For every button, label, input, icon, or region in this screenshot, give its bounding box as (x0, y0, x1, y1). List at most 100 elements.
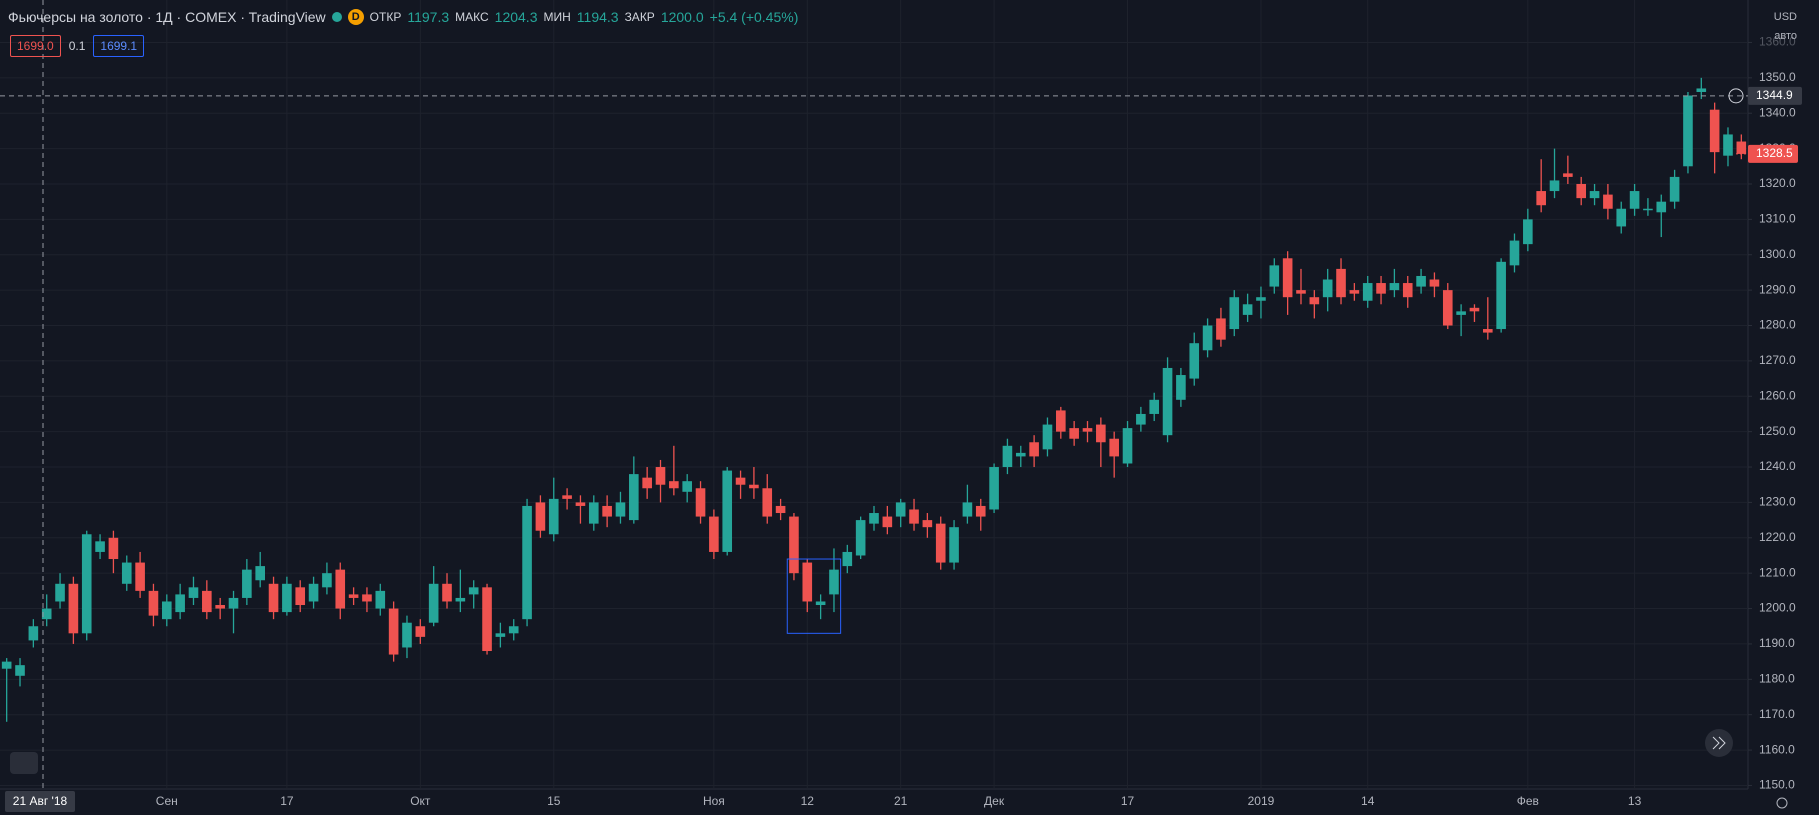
candle-body (121, 562, 132, 584)
x-tick-label: 12 (801, 794, 815, 808)
candle-body (1442, 290, 1453, 326)
x-tick-label: Сен (156, 794, 178, 808)
candle-body (1269, 265, 1280, 287)
candle-body (1176, 375, 1186, 400)
candle-body (588, 502, 599, 524)
candle-body (775, 505, 786, 514)
scale-mode[interactable]: авто (1774, 30, 1797, 42)
candle-body (41, 608, 52, 620)
y-tick-label: 1280.0 (1759, 318, 1796, 332)
y-tick-label: 1350.0 (1759, 70, 1796, 84)
candle-body (1402, 283, 1413, 298)
candle-body (482, 587, 492, 652)
low-value: 1194.3 (576, 9, 619, 25)
candle-body (415, 626, 426, 637)
candle-body (322, 573, 332, 588)
candle-body (1723, 134, 1733, 156)
crosshair-time-box (5, 791, 75, 812)
candle-body (869, 513, 879, 524)
candle-body (1029, 442, 1039, 457)
candle-body (962, 502, 973, 517)
candle-body (1576, 183, 1587, 199)
candle-body (108, 537, 119, 560)
y-tick-label: 1360.0 (1759, 35, 1796, 49)
candle-body (268, 583, 279, 613)
candle-body (575, 502, 586, 506)
candle-body (202, 590, 212, 613)
symbol: Фьючерсы на золото · 1Д · COMEX · Tradin… (8, 9, 326, 25)
candle-body (642, 477, 652, 489)
candle-body (95, 541, 105, 552)
candle-body (935, 523, 946, 563)
crosshair-price-box (1748, 86, 1802, 105)
candle-body (228, 597, 239, 609)
candle-body (629, 474, 639, 521)
candle-body (1656, 201, 1667, 213)
candle-body (1376, 283, 1386, 294)
candle-body (602, 505, 612, 517)
x-tick-label: 17 (280, 794, 294, 808)
tv-logo (10, 752, 38, 774)
candle-body (1549, 180, 1560, 192)
candle-body (1349, 290, 1360, 294)
selection-box (786, 558, 842, 634)
y-tick-label: 1220.0 (1759, 530, 1796, 544)
candle-body (1056, 410, 1066, 432)
candle-body (1042, 424, 1053, 450)
x-tick-label: Окт (410, 794, 431, 808)
y-tick-label: 1240.0 (1759, 459, 1796, 473)
candle-body (1242, 304, 1253, 315)
candle-body (669, 481, 679, 489)
candle-body (949, 527, 959, 563)
candle-body (735, 477, 746, 485)
candle-body (1162, 367, 1173, 436)
x-tick-label: 14 (1361, 794, 1375, 808)
candle-body (255, 566, 266, 581)
candle-body (335, 569, 346, 609)
candle-body (615, 502, 626, 517)
candle-body (68, 583, 79, 634)
candle-body (548, 498, 559, 535)
candle-body (1389, 283, 1400, 291)
candle-body (188, 587, 199, 598)
candle-body (1122, 428, 1133, 464)
y-tick-label: 1230.0 (1759, 495, 1796, 509)
y-tick-label: 1210.0 (1759, 565, 1796, 579)
candle-body (1416, 275, 1426, 287)
candle-body (922, 520, 933, 528)
candle-body (802, 562, 813, 602)
candle-body (375, 590, 386, 609)
candle-body (1282, 258, 1293, 298)
candle-body (1523, 219, 1533, 245)
candle-body (1683, 95, 1693, 167)
candle-body (695, 488, 706, 517)
y-tick-label: 1180.0 (1759, 671, 1795, 685)
currency[interactable]: USD (1773, 11, 1797, 23)
candle-body (1136, 413, 1146, 425)
candle-body (1216, 318, 1226, 340)
candle-body (402, 622, 412, 648)
y-tick-label: 1190.0 (1759, 636, 1795, 650)
candle-body (1456, 311, 1466, 315)
status-dot (331, 12, 342, 22)
bid[interactable]: 1699.0 (10, 35, 61, 57)
candle-body (215, 605, 225, 609)
candle-body (135, 562, 145, 591)
candle-body (1256, 297, 1266, 301)
candle-body (282, 583, 292, 613)
candle-body (722, 470, 733, 552)
x-tick-label: 21 (894, 794, 908, 808)
ask[interactable]: 1699.1 (93, 35, 145, 57)
candle-body (295, 587, 306, 606)
candle-body (242, 569, 252, 598)
candle-body (1736, 141, 1747, 154)
candle-body (1336, 268, 1346, 298)
candle-body (1709, 109, 1720, 153)
x-tick-label: 2019 (1248, 794, 1275, 808)
candle-body (148, 590, 159, 616)
x-tick-label: 13 (1628, 794, 1642, 808)
candle-body (1229, 297, 1240, 330)
candle-body (882, 516, 893, 528)
